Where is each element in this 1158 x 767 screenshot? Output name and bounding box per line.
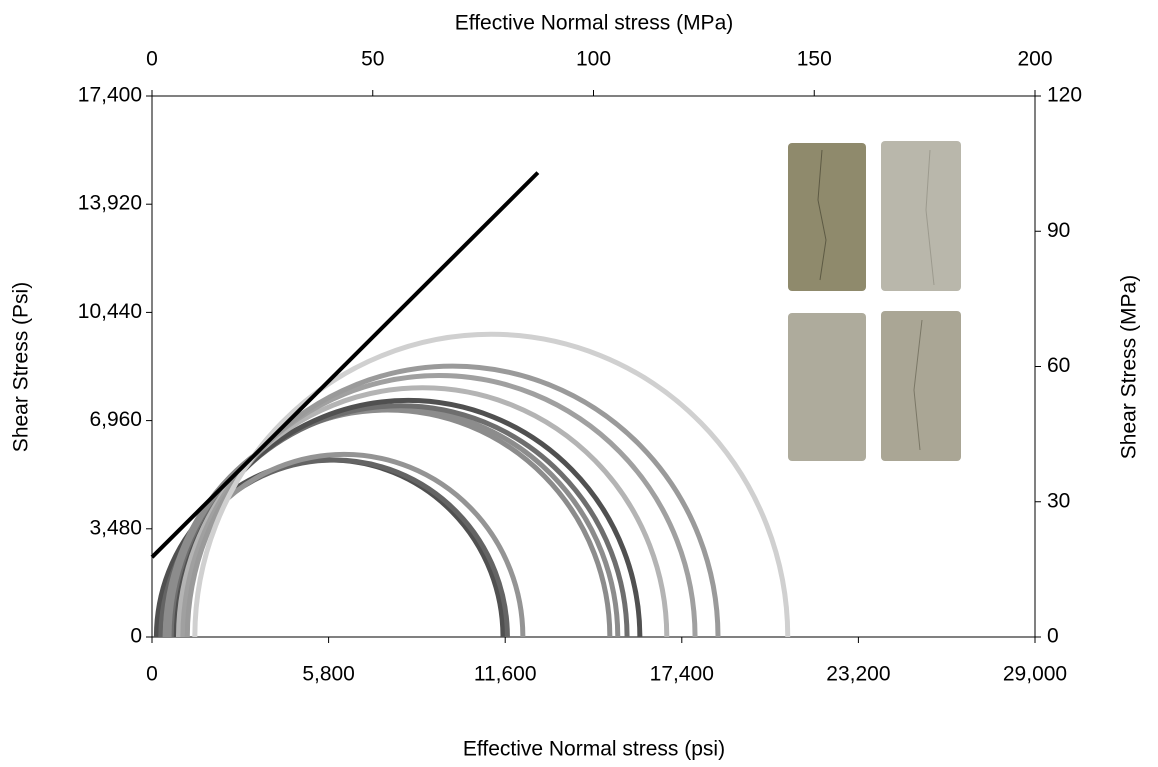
x2-axis-label: Effective Normal stress (MPa) [455, 12, 734, 35]
y2-axis-label: Shear Stress (MPa) [1118, 275, 1141, 459]
core-photo [788, 313, 866, 461]
mohr-circle [161, 460, 508, 637]
y-tick-label: 10,440 [78, 300, 142, 323]
rock-photos [788, 141, 961, 461]
x-tick-label: 23,200 [826, 663, 890, 686]
mohr-circle [170, 408, 618, 637]
x-tick-label: 0 [146, 663, 158, 686]
y2-tick-label: 0 [1047, 625, 1059, 648]
mohr-circle [174, 406, 627, 637]
chart: Effective Normal stress (MPa) Effective … [0, 0, 1158, 767]
core-photo [881, 141, 961, 291]
y-tick-label: 6,960 [89, 408, 142, 431]
y2-tick-label: 30 [1047, 489, 1070, 512]
mohr-circle [165, 454, 523, 637]
x2-tick-label: 100 [576, 48, 611, 71]
x2-tick-label: 200 [1017, 48, 1052, 71]
x2-tick-label: 50 [361, 48, 384, 71]
y2-tick-label: 120 [1047, 84, 1082, 107]
y-axis-label: Shear Stress (Psi) [10, 282, 33, 452]
x-tick-label: 11,600 [474, 663, 537, 686]
x-tick-label: 5,800 [302, 663, 355, 686]
x-tick-label: 17,400 [650, 663, 714, 686]
x2-tick-label: 150 [797, 48, 832, 71]
y2-tick-label: 60 [1047, 354, 1070, 377]
x-tick-label: 29,000 [1003, 663, 1067, 686]
y2-tick-label: 90 [1047, 219, 1070, 242]
core-photo [788, 143, 866, 291]
x-axis-label: Effective Normal stress (psi) [463, 738, 725, 761]
failure-envelope [152, 173, 538, 558]
y-tick-label: 0 [130, 625, 142, 648]
core-photo [881, 311, 961, 461]
y-tick-label: 13,920 [78, 192, 142, 215]
x2-tick-label: 0 [146, 48, 158, 71]
y-tick-label: 17,400 [78, 84, 142, 107]
y-tick-label: 3,480 [89, 516, 142, 539]
